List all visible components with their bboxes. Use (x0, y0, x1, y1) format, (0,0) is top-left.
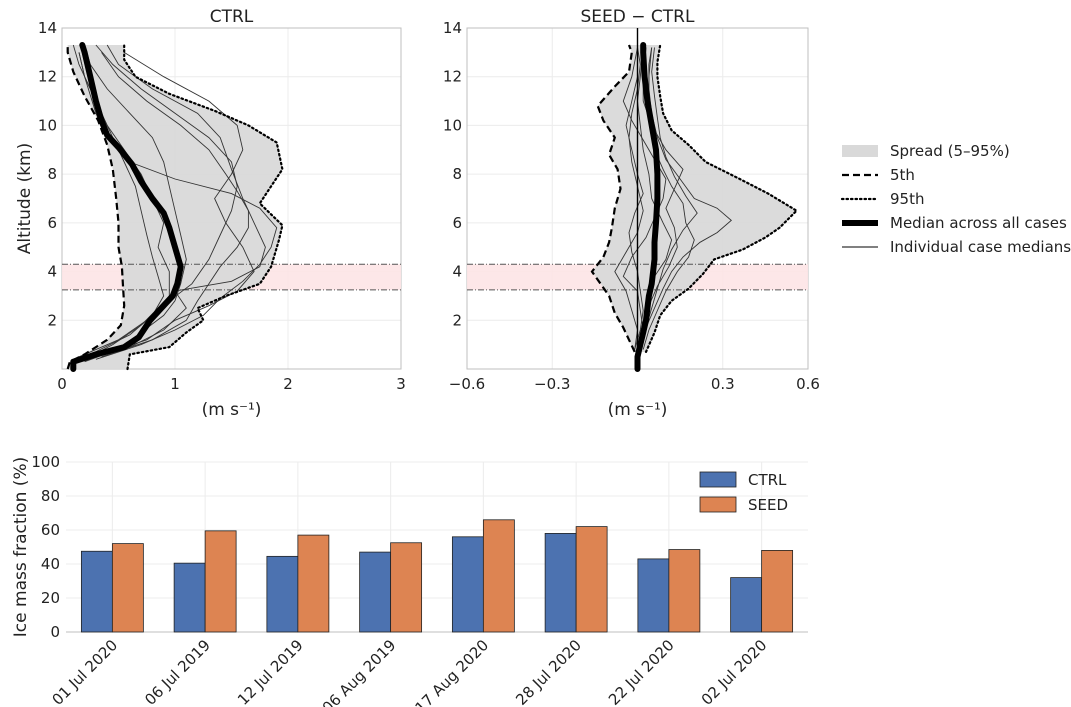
bar-ctrl (451, 536, 484, 633)
legend-swatch-spread (842, 145, 878, 157)
diff-plot-area (467, 28, 808, 372)
y-tick-label: 4 (47, 263, 57, 281)
x-tick-label: 1 (170, 375, 180, 393)
y-tick-label: 14 (38, 19, 57, 37)
bar-ctrl (80, 550, 113, 633)
profile-legend: Spread (5–95%) 5th 95th Median across all c… (840, 142, 1071, 256)
median-line (634, 42, 661, 372)
x-tick-label: 01 Jul 2020 (48, 636, 121, 707)
y-tick-label: 2 (47, 311, 57, 329)
y-tick-label: 20 (41, 589, 60, 607)
diff-x-axis-label: (m s⁻¹) (608, 400, 668, 420)
seed-minus-ctrl-profile-panel: −0.6 −0.3 0.3 0.6 2 4 6 8 10 12 14 SEED − CTRL (m … (443, 7, 820, 420)
y-tick-label: 10 (443, 116, 462, 134)
ctrl-panel-title: CTRL (210, 7, 254, 27)
x-tick-label: 0.6 (796, 375, 820, 393)
individual-case-median (78, 44, 266, 363)
x-tick-label: 2 (283, 375, 293, 393)
individual-case-median (639, 47, 698, 348)
y-tick-label: 14 (443, 19, 462, 37)
plot-frame (61, 27, 402, 370)
p5-line (590, 44, 636, 353)
bar-seed (668, 549, 701, 633)
ice-mass-bar-chart: 0 20 40 60 80 100 01 Jul 2020 06 Jul 2019 12 Jul… (11, 453, 808, 707)
y-tick-label: 6 (47, 214, 57, 232)
individual-case-median (625, 47, 644, 350)
bar-seed (297, 534, 330, 633)
x-tick-label: 02 Jul 2020 (698, 636, 771, 707)
bar-ctrl (637, 558, 670, 633)
bar-legend: CTRL SEED (699, 471, 788, 514)
legend-label: 5th (890, 166, 915, 184)
legend-label: 95th (890, 190, 924, 208)
legend-label: Median across all cases (890, 214, 1067, 232)
diff-tick-labels: −0.6 −0.3 0.3 0.6 2 4 6 8 10 12 14 (443, 19, 820, 393)
x-tick-label: 06 Aug 2019 (319, 636, 400, 707)
bar-plot-area (80, 519, 794, 633)
bar-seed (111, 543, 144, 633)
x-tick-label: 22 Jul 2020 (605, 636, 678, 707)
y-tick-label: 10 (38, 116, 57, 134)
y-tick-label: 100 (31, 453, 60, 471)
x-tick-label: 28 Jul 2020 (512, 636, 585, 707)
bar-seed (761, 550, 794, 633)
bar-y-axis-label: Ice mass fraction (%) (11, 457, 31, 637)
ctrl-x-axis-label: (m s⁻¹) (202, 400, 262, 420)
legend-label: Individual case medians (890, 238, 1071, 256)
bar-ctrl (544, 533, 577, 633)
diff-panel-title: SEED − CTRL (581, 7, 695, 27)
spread-area (67, 45, 283, 370)
individual-case-median (84, 44, 187, 363)
individual-case-median (614, 47, 644, 350)
p5-line (66, 45, 126, 370)
y-tick-label: 40 (41, 555, 60, 573)
y-tick-label: 12 (38, 68, 57, 86)
median-line (70, 42, 184, 372)
y-tick-label: 2 (452, 311, 462, 329)
p95-line (123, 43, 284, 371)
x-tick-label: 3 (396, 375, 406, 393)
y-tick-label: 60 (41, 521, 60, 539)
y-tick-label: 12 (443, 68, 462, 86)
x-tick-label: 0 (57, 375, 67, 393)
y-tick-label: 0 (50, 623, 60, 641)
legend-swatch-ctrl (699, 471, 737, 488)
y-tick-label: 8 (47, 165, 57, 183)
bar-seed (482, 519, 515, 633)
ctrl-y-axis-label: Altitude (km) (15, 143, 35, 255)
y-tick-label: 80 (41, 487, 60, 505)
x-tick-label: −0.3 (534, 375, 570, 393)
x-tick-label: 0.3 (711, 375, 735, 393)
individual-case-median (101, 52, 249, 358)
bar-ctrl (173, 562, 206, 633)
ctrl-plot-area (62, 42, 401, 372)
legend-label: Spread (5–95%) (890, 142, 1010, 160)
bar-ctrl (266, 555, 299, 633)
bar-seed (575, 526, 608, 633)
y-tick-label: 4 (452, 263, 462, 281)
legend-label: SEED (748, 496, 788, 514)
bar-ctrl (359, 551, 392, 633)
x-tick-label: −0.6 (449, 375, 485, 393)
legend-label: CTRL (748, 471, 787, 489)
bar-ctrl (730, 577, 763, 633)
x-tick-label: 17 Aug 2020 (412, 636, 493, 707)
bar-seed (204, 530, 237, 633)
x-tick-label: 06 Jul 2019 (141, 636, 214, 707)
legend-swatch-seed (699, 496, 737, 513)
y-tick-label: 6 (452, 214, 462, 232)
x-tick-label: 12 Jul 2019 (234, 636, 307, 707)
y-tick-label: 8 (452, 165, 462, 183)
bar-seed (390, 542, 423, 633)
p95-line (644, 43, 799, 353)
